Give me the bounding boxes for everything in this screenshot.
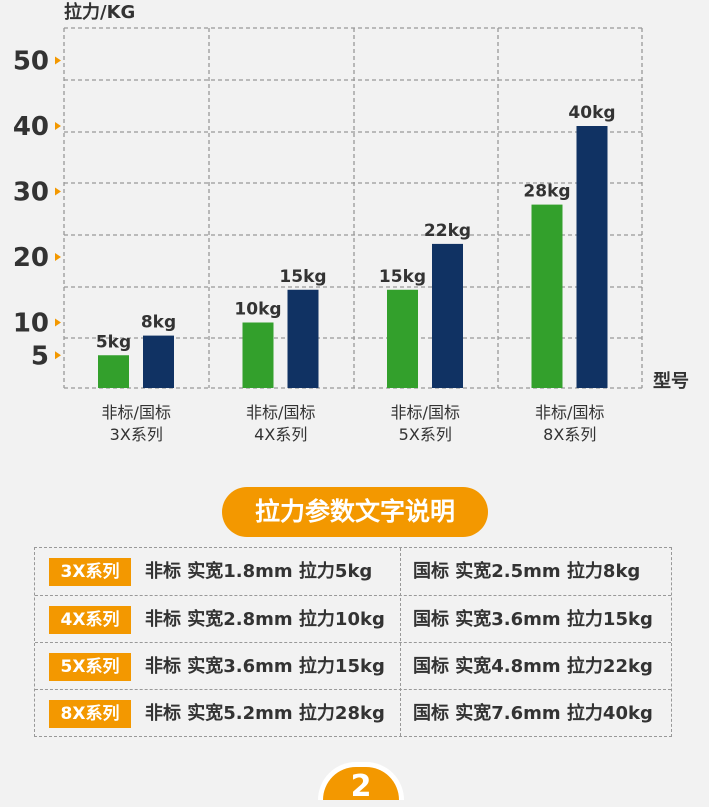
x-tick-label: 非标/国标: [391, 403, 460, 422]
table-row: 4X系列 非标 实宽2.8mm 拉力10kg 国标 实宽3.6mm 拉力15kg: [35, 595, 671, 643]
x-axis-label: 型号: [653, 370, 689, 392]
section-title: 拉力参数文字说明: [222, 487, 488, 537]
series-badge: 8X系列: [49, 700, 131, 728]
bar-非标: [242, 322, 274, 388]
bar-国标: [287, 289, 319, 388]
tick-arrow-icon: [55, 318, 61, 327]
step-number-badge: 2: [318, 762, 404, 804]
spec-table: 3X系列 非标 实宽1.8mm 拉力5kg 国标 实宽2.5mm 拉力8kg 4X…: [34, 547, 672, 737]
nonstandard-spec: 非标 实宽2.8mm 拉力10kg: [145, 609, 385, 630]
bar-非标: [98, 355, 129, 388]
data-label: 22kg: [424, 221, 471, 241]
data-label: 15kg: [279, 267, 326, 287]
y-tick-label: 50: [13, 47, 49, 77]
y-axis-label: 拉力/KG: [64, 1, 135, 23]
data-label: 5kg: [96, 332, 131, 352]
bar-非标: [531, 204, 563, 388]
bar-非标: [387, 289, 418, 388]
tick-arrow-icon: [55, 351, 61, 360]
table-row: 8X系列 非标 实宽5.2mm 拉力28kg 国标 实宽7.6mm 拉力40kg: [35, 689, 671, 737]
table-row: 5X系列 非标 实宽3.6mm 拉力15kg 国标 实宽4.8mm 拉力22kg: [35, 642, 671, 690]
bar-国标: [576, 126, 608, 388]
series-badge: 4X系列: [49, 606, 131, 634]
series-badge: 3X系列: [49, 558, 131, 586]
x-tick-label: 8X系列: [543, 425, 596, 444]
national-standard-spec: 国标 实宽3.6mm 拉力15kg: [413, 609, 653, 630]
tick-arrow-icon: [55, 56, 61, 65]
x-tick-label: 非标/国标: [246, 403, 315, 422]
tick-arrow-icon: [55, 187, 61, 196]
x-tick-label: 非标/国标: [535, 403, 604, 422]
bar-国标: [143, 335, 174, 388]
national-standard-spec: 国标 实宽7.6mm 拉力40kg: [413, 703, 653, 724]
y-tick-label: 30: [13, 178, 49, 208]
nonstandard-spec: 非标 实宽3.6mm 拉力15kg: [145, 656, 385, 677]
data-label: 8kg: [141, 313, 176, 333]
tick-arrow-icon: [55, 253, 61, 261]
x-tick-label: 3X系列: [110, 425, 163, 444]
tick-arrow-icon: [55, 122, 61, 130]
nonstandard-spec: 非标 实宽1.8mm 拉力5kg: [145, 561, 373, 582]
data-label: 10kg: [234, 300, 281, 320]
table-row: 3X系列 非标 实宽1.8mm 拉力5kg 国标 实宽2.5mm 拉力8kg: [35, 548, 671, 595]
y-tick-label: 5: [31, 341, 49, 371]
national-standard-spec: 国标 实宽4.8mm 拉力22kg: [413, 656, 653, 677]
national-standard-spec: 国标 实宽2.5mm 拉力8kg: [413, 561, 641, 582]
series-badge: 5X系列: [49, 653, 131, 681]
x-tick-label: 4X系列: [254, 425, 307, 444]
data-label: 40kg: [568, 103, 615, 123]
x-tick-label: 5X系列: [399, 425, 452, 444]
y-tick-label: 10: [13, 309, 49, 339]
y-tick-label: 40: [13, 112, 49, 142]
bar-国标: [432, 243, 463, 388]
pull-force-chart: 拉力/KG 型号 510 20 30 40 50 非标/国标 3X系列 5kg 8kg 非标/国标 4X…: [13, 1, 689, 444]
nonstandard-spec: 非标 实宽5.2mm 拉力28kg: [145, 703, 385, 724]
data-label: 15kg: [379, 267, 426, 287]
data-label: 28kg: [523, 182, 570, 202]
x-tick-label: 非标/国标: [102, 403, 171, 422]
y-tick-label: 20: [13, 243, 49, 273]
